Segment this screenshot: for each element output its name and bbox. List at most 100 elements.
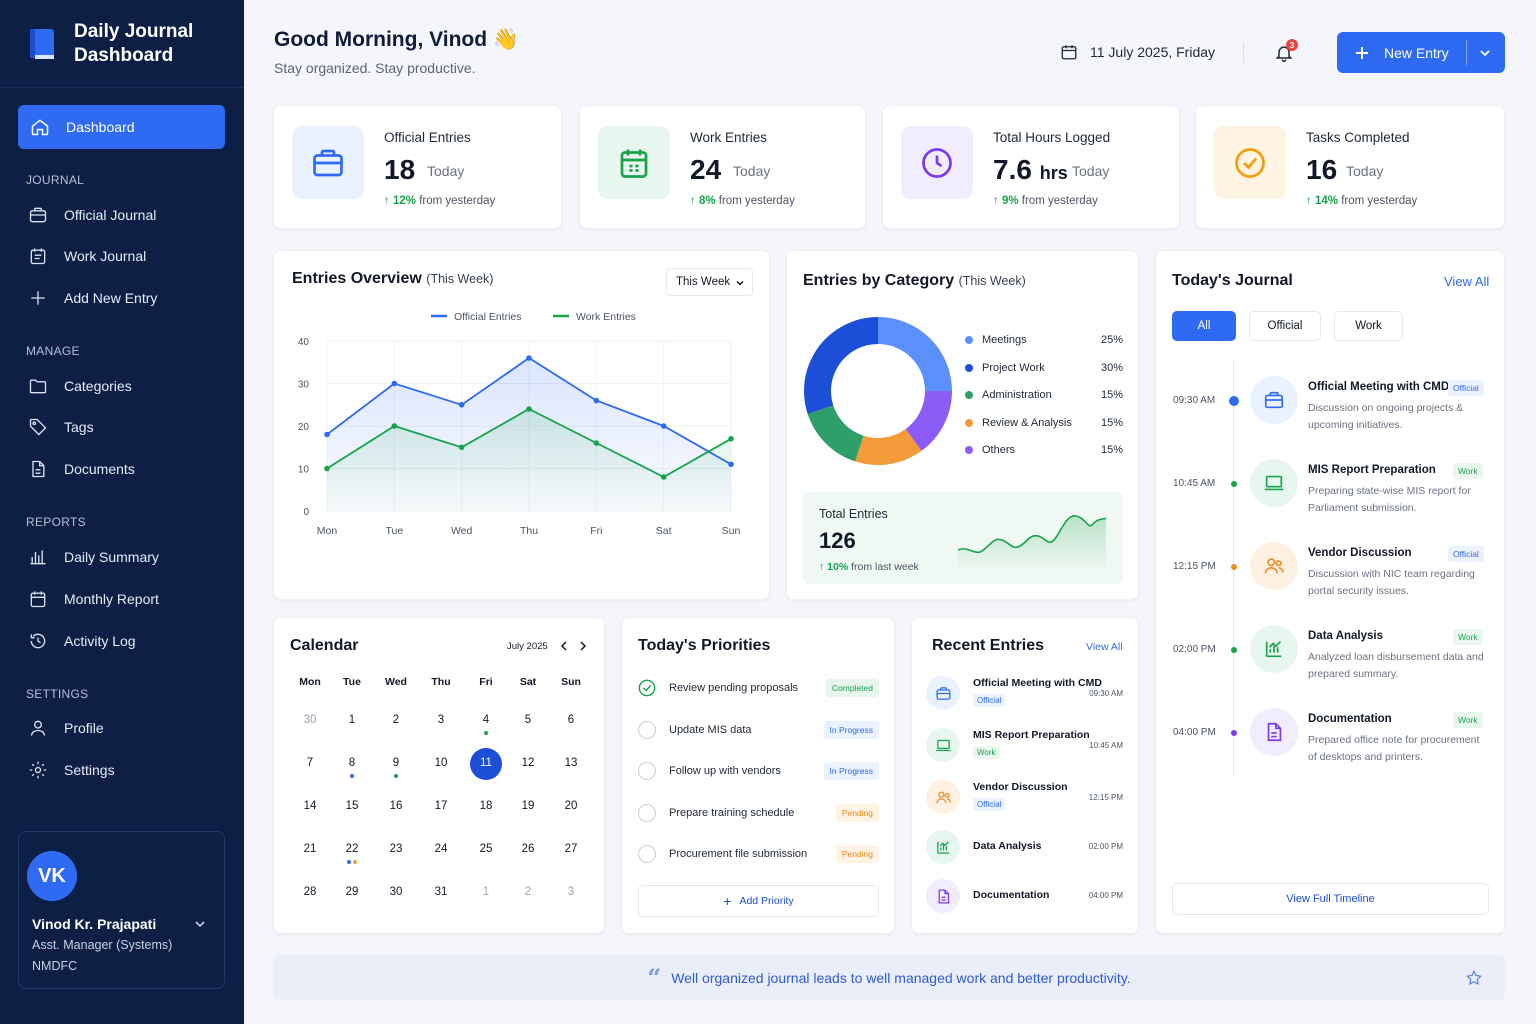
chevron-right-icon[interactable] [578, 640, 588, 652]
stat-change: ↑ 14% from yesterday [1306, 195, 1417, 207]
calendar-day[interactable]: 21 [303, 843, 317, 855]
checkbox-circle[interactable] [638, 803, 656, 822]
stat-card-work-entries[interactable]: Work Entries 24 Today ↑ 8% from yesterda… [579, 105, 866, 229]
calendar-day[interactable]: 6 [567, 714, 575, 726]
nav-settings[interactable]: Settings [28, 758, 115, 782]
stat-period: Today [1346, 163, 1384, 179]
calendar-day[interactable]: 20 [564, 800, 578, 812]
add-priority-button[interactable]: + Add Priority [638, 885, 879, 917]
timeline-entry-desc: Prepared office note for procurement of … [1308, 734, 1480, 763]
nav-activity-log[interactable]: Activity Log [28, 629, 136, 653]
nav-documents[interactable]: Documents [28, 457, 135, 481]
calendar-day[interactable]: 19 [521, 800, 535, 812]
current-date[interactable]: 11 July 2025, Friday [1060, 43, 1215, 61]
nav-categories[interactable]: Categories [28, 374, 132, 398]
stat-value: 7.6 hrs [993, 154, 1068, 186]
calendar-day[interactable]: 4 [482, 714, 490, 726]
calendar-day[interactable]: 29 [345, 886, 359, 898]
chevron-down-icon[interactable] [193, 917, 207, 931]
timeline-entry-title[interactable]: MIS Report Preparation [1308, 464, 1436, 476]
recent-view-all-link[interactable]: View All [1086, 641, 1123, 653]
calendar-day[interactable]: 18 [479, 800, 493, 812]
nav-work-journal[interactable]: Work Journal [28, 244, 146, 268]
y-tick-label: 20 [298, 422, 310, 433]
nav-official-journal[interactable]: Official Journal [28, 203, 156, 227]
calendar-weekday: Sun [561, 676, 581, 688]
recent-entry-title[interactable]: Documentation [973, 889, 1050, 901]
checkbox-circle[interactable] [638, 845, 656, 863]
recent-entry-title[interactable]: Official Meeting with CMD [973, 677, 1102, 689]
recent-entry-title[interactable]: Vendor Discussion [973, 781, 1068, 793]
recent-entry-time: 09:30 AM [1089, 689, 1123, 698]
timeline-entry-title[interactable]: Documentation [1308, 713, 1392, 725]
stat-number: 24 [690, 154, 722, 185]
calendar-day[interactable]: 17 [434, 800, 448, 812]
calendar-day[interactable]: 3 [437, 714, 445, 726]
chevron-down-icon[interactable] [1478, 46, 1492, 60]
checkbox-circle[interactable] [638, 762, 656, 780]
recent-entry-title[interactable]: Data Analysis [973, 840, 1042, 852]
stat-change-text: from yesterday [718, 195, 795, 207]
calendar-day[interactable]: 14 [303, 800, 317, 812]
calendar-day[interactable]: 9 [392, 757, 400, 769]
calendar-day[interactable]: 24 [434, 843, 448, 855]
new-entry-button[interactable]: New Entry [1337, 32, 1505, 73]
user-profile-card[interactable]: VK Vinod Kr. Prajapati Asst. Manager (Sy… [18, 831, 225, 989]
calendar-day[interactable]: 11 [480, 757, 492, 769]
checkbox-circle[interactable] [638, 720, 656, 739]
calendar-day[interactable]: 26 [521, 843, 535, 855]
nav-daily-summary[interactable]: Daily Summary [28, 545, 159, 569]
gear-icon [29, 761, 47, 779]
nav-settings-label: Settings [64, 762, 115, 778]
calendar-day[interactable]: 16 [389, 800, 403, 812]
journal-view-all-link[interactable]: View All [1444, 274, 1490, 289]
calendar-day[interactable]: 7 [306, 757, 314, 769]
calendar-day[interactable]: 1 [482, 886, 490, 898]
calendar-day[interactable]: 22 [345, 843, 359, 855]
calendar-day[interactable]: 31 [434, 886, 448, 898]
star-icon[interactable] [1465, 969, 1483, 987]
nav-tags[interactable]: Tags [28, 415, 94, 439]
calendar-day[interactable]: 1 [348, 714, 356, 726]
timeline-entry-title[interactable]: Vendor Discussion [1308, 547, 1412, 559]
calendar-day[interactable]: 15 [345, 800, 359, 812]
calendar-day[interactable]: 3 [567, 886, 575, 898]
recent-entry-title[interactable]: MIS Report Preparation [973, 729, 1090, 741]
stat-card-official-entries[interactable]: Official Entries 18 Today ↑ 12% from yes… [273, 105, 562, 229]
view-full-timeline-button[interactable]: View Full Timeline [1172, 883, 1489, 915]
calendar-day[interactable]: 23 [389, 843, 403, 855]
chevron-left-icon[interactable] [559, 640, 569, 652]
calendar-day[interactable]: 2 [524, 886, 532, 898]
period-dropdown[interactable]: This Week [666, 268, 753, 296]
calendar-day[interactable]: 30 [303, 714, 317, 726]
calendar-day[interactable]: 13 [564, 757, 578, 769]
calendar-day[interactable]: 28 [303, 886, 317, 898]
stat-card-total-hours-logged[interactable]: Total Hours Logged 7.6 hrs Today ↑ 9% fr… [882, 105, 1180, 229]
calendar-day[interactable]: 2 [392, 714, 400, 726]
entries-overview-card: Entries Overview (This Week) This Week 0… [273, 250, 770, 600]
nav-monthly-report[interactable]: Monthly Report [28, 587, 159, 611]
check-circle-icon[interactable] [638, 679, 656, 697]
nav-add-new-entry[interactable]: Add New Entry [28, 286, 157, 310]
timeline-time: 10:45 AM [1173, 478, 1216, 489]
nav-profile[interactable]: Profile [28, 716, 104, 740]
calendar-day[interactable]: 12 [521, 757, 535, 769]
calendar-day[interactable]: 30 [389, 886, 403, 898]
timeline-entry-title[interactable]: Data Analysis [1308, 630, 1383, 642]
calendar-day[interactable]: 10 [434, 757, 448, 769]
filter-official-button[interactable]: Official [1249, 311, 1321, 341]
filter-all-button[interactable]: All [1172, 311, 1236, 341]
calendar-event-dot [353, 860, 357, 864]
calendar-day[interactable]: 5 [524, 714, 532, 726]
timeline-entry-title[interactable]: Official Meeting with CMD [1308, 381, 1450, 393]
stat-change-text: from yesterday [1021, 195, 1098, 207]
stat-card-tasks-completed[interactable]: Tasks Completed 16 Today ↑ 14% from yest… [1195, 105, 1505, 229]
calendar-day[interactable]: 25 [479, 843, 493, 855]
calendar-day[interactable]: 27 [564, 843, 578, 855]
filter-work-button[interactable]: Work [1334, 311, 1403, 341]
stat-change-value: 12% [392, 195, 416, 207]
sparkline [958, 515, 1107, 572]
calendar-day[interactable]: 8 [348, 757, 356, 769]
nav-dashboard[interactable]: Dashboard [18, 105, 225, 149]
quote-banner: “ Well organized journal leads to well m… [273, 955, 1505, 1000]
